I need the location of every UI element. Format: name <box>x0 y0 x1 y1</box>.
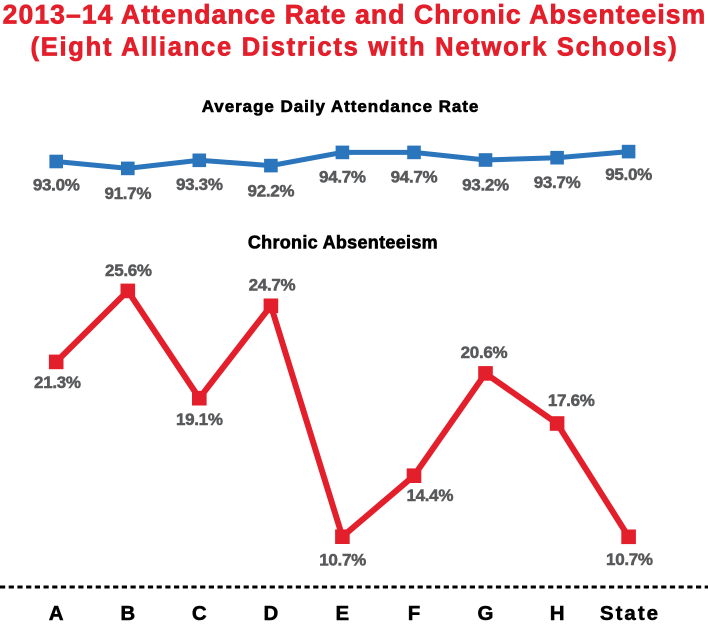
svg-text:92.2%: 92.2% <box>248 181 295 200</box>
svg-text:2013–14 Attendance Rate and Ch: 2013–14 Attendance Rate and Chronic Abse… <box>3 0 707 29</box>
svg-text:D: D <box>263 602 278 625</box>
svg-text:Average Daily Attendance Rate: Average Daily Attendance Rate <box>202 97 480 116</box>
svg-text:93.7%: 93.7% <box>534 173 581 192</box>
svg-text:10.7%: 10.7% <box>319 550 366 569</box>
svg-text:94.7%: 94.7% <box>319 167 366 186</box>
svg-text:E: E <box>336 602 350 625</box>
svg-text:G: G <box>478 602 494 625</box>
svg-text:17.6%: 17.6% <box>548 391 595 410</box>
svg-text:25.6%: 25.6% <box>105 261 152 280</box>
svg-text:10.7%: 10.7% <box>606 550 653 569</box>
svg-text:95.0%: 95.0% <box>605 165 652 184</box>
svg-text:91.7%: 91.7% <box>104 184 151 203</box>
svg-text:B: B <box>120 602 135 625</box>
svg-text:F: F <box>408 602 421 625</box>
svg-text:14.4%: 14.4% <box>406 486 453 505</box>
svg-text:A: A <box>49 602 64 625</box>
svg-text:21.3%: 21.3% <box>34 373 81 392</box>
svg-text:93.3%: 93.3% <box>176 175 223 194</box>
svg-text:State: State <box>600 602 660 625</box>
svg-text:20.6%: 20.6% <box>461 343 508 362</box>
svg-text:(Eight Alliance Districts with: (Eight Alliance Districts with Network S… <box>30 34 678 62</box>
svg-text:19.1%: 19.1% <box>176 410 223 429</box>
svg-text:H: H <box>550 602 565 625</box>
svg-text:C: C <box>192 602 207 625</box>
svg-text:Chronic Absenteeism: Chronic Absenteeism <box>248 233 438 253</box>
svg-text:24.7%: 24.7% <box>249 275 296 294</box>
svg-text:93.0%: 93.0% <box>33 176 80 195</box>
svg-text:94.7%: 94.7% <box>391 167 438 186</box>
svg-text:93.2%: 93.2% <box>462 176 509 195</box>
